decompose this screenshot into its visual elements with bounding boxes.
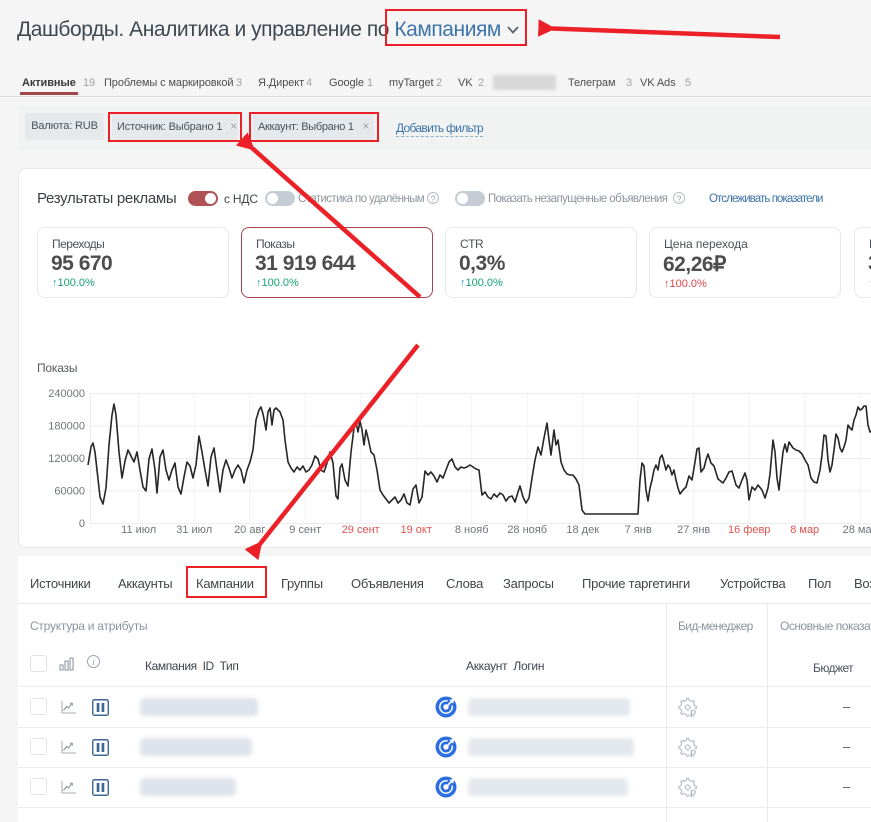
svg-text:29 сент: 29 сент	[342, 524, 380, 536]
svg-text:8 нояб: 8 нояб	[455, 524, 489, 536]
svg-text:28 мар: 28 мар	[843, 524, 871, 536]
svg-text:31 июл: 31 июл	[176, 524, 212, 536]
svg-text:27 янв: 27 янв	[677, 524, 710, 536]
svg-text:₽: ₽	[690, 749, 697, 759]
svg-text:₽: ₽	[690, 709, 697, 719]
svg-text:0: 0	[79, 518, 85, 530]
svg-text:9 сент: 9 сент	[289, 524, 321, 536]
svg-text:₽: ₽	[690, 789, 697, 799]
svg-text:28 нояб: 28 нояб	[507, 524, 547, 536]
svg-text:60000: 60000	[54, 486, 85, 498]
svg-text:20 авг: 20 авг	[234, 524, 265, 536]
svg-text:240000: 240000	[48, 388, 85, 400]
svg-text:16 февр: 16 февр	[728, 524, 770, 536]
svg-text:180000: 180000	[48, 421, 85, 433]
svg-text:7 янв: 7 янв	[625, 524, 652, 536]
svg-text:120000: 120000	[48, 453, 85, 465]
svg-text:19 окт: 19 окт	[401, 524, 432, 536]
svg-text:18 дек: 18 дек	[566, 524, 599, 536]
svg-text:8 мар: 8 мар	[790, 524, 819, 536]
svg-text:11 июл: 11 июл	[121, 524, 156, 536]
